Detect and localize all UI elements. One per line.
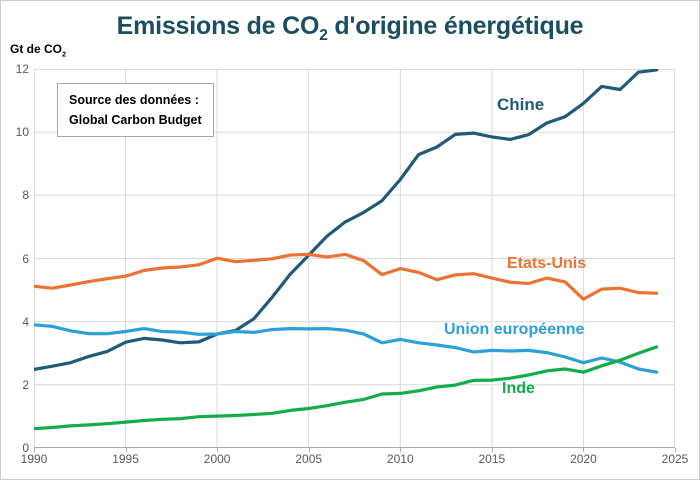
chart-title-subscript: 2 bbox=[319, 27, 328, 44]
y-axis-unit-subscript: 2 bbox=[62, 49, 67, 59]
x-tick-mark bbox=[583, 448, 584, 452]
x-tick-label: 2005 bbox=[295, 452, 323, 466]
x-tick-label: 1995 bbox=[112, 452, 139, 466]
line-inde bbox=[34, 345, 659, 431]
source-box-line1: Source des données : bbox=[69, 93, 199, 107]
x-tick-label: 2020 bbox=[570, 452, 597, 466]
y-tick-label: 10 bbox=[15, 125, 29, 140]
series-label-union-europeenne: Union européenne bbox=[444, 321, 585, 338]
y-axis-unit-label: Gt de CO2 bbox=[10, 42, 66, 58]
line-etats-unis bbox=[34, 252, 659, 301]
x-tick-mark bbox=[400, 448, 401, 452]
x-tick-label: 2025 bbox=[661, 452, 689, 466]
y-tick-label: 4 bbox=[22, 314, 29, 329]
y-axis-unit-text: Gt de CO bbox=[10, 42, 63, 56]
x-tick-mark bbox=[309, 448, 310, 452]
source-box-line2: Global Carbon Budget bbox=[69, 113, 202, 127]
x-tick-mark bbox=[34, 448, 35, 452]
series-label-etats-unis: Etats-Unis bbox=[507, 255, 587, 272]
line-chine bbox=[34, 69, 659, 371]
x-tick-label: 2000 bbox=[203, 452, 231, 466]
x-tick-mark bbox=[492, 448, 493, 452]
chart-title-text: Emissions de CO bbox=[116, 12, 320, 40]
line-union-europeenne bbox=[34, 323, 659, 374]
x-tick-label: 2015 bbox=[478, 452, 506, 466]
y-tick-label: 12 bbox=[15, 62, 29, 76]
x-tick-mark bbox=[126, 448, 127, 452]
series-label-chine: Chine bbox=[497, 95, 545, 114]
y-tick-label: 8 bbox=[22, 188, 29, 203]
x-tick-label: 2010 bbox=[386, 452, 414, 466]
chart-title-text-after: d'origine énergétique bbox=[327, 12, 584, 40]
series-label-inde: Inde bbox=[502, 380, 535, 397]
chart-title: Emissions de CO2 d'origine énergétique bbox=[1, 12, 699, 45]
y-tick-label: 6 bbox=[22, 251, 29, 266]
source-box: Source des données : Global Carbon Budge… bbox=[57, 83, 214, 137]
x-tick-label: 1990 bbox=[20, 452, 48, 466]
x-tick-mark bbox=[217, 448, 218, 452]
x-tick-mark bbox=[675, 448, 676, 452]
y-tick-label: 2 bbox=[22, 377, 29, 392]
y-tick-label: 0 bbox=[22, 441, 29, 455]
